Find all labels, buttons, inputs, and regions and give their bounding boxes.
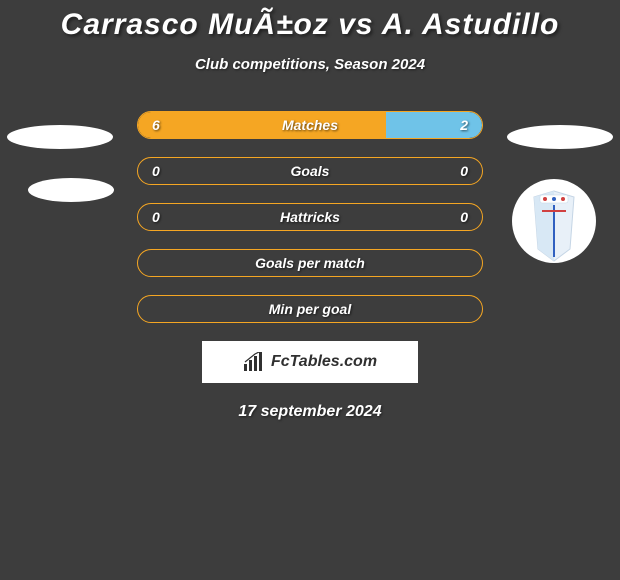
- stat-label: Goals per match: [138, 255, 482, 271]
- player-left-ellipse-2: [28, 178, 114, 202]
- stat-value-left: 0: [152, 209, 160, 225]
- player-left-ellipse-1: [7, 125, 113, 149]
- stat-row: Goals0 0: [137, 157, 483, 185]
- stat-label: Matches: [138, 117, 482, 133]
- brand-box: FcTables.com: [202, 341, 418, 383]
- player-right-ellipse-1: [507, 125, 613, 149]
- stat-label: Hattricks: [138, 209, 482, 225]
- stat-label: Goals: [138, 163, 482, 179]
- footer-date: 17 september 2024: [0, 403, 620, 421]
- stat-row: Goals per match: [137, 249, 483, 277]
- brand-chart-icon: [243, 352, 265, 372]
- stat-row: Hattricks0 0: [137, 203, 483, 231]
- stat-value-left: 0: [152, 163, 160, 179]
- stat-label: Min per goal: [138, 301, 482, 317]
- page-title: Carrasco MuÃ±oz vs A. Astudillo: [0, 8, 620, 42]
- comparison-infographic: Carrasco MuÃ±oz vs A. Astudillo Club com…: [0, 0, 620, 421]
- page-subtitle: Club competitions, Season 2024: [0, 56, 620, 73]
- brand-text: FcTables.com: [271, 353, 377, 371]
- shield-icon: [524, 185, 584, 263]
- stat-value-right: 2: [460, 117, 468, 133]
- club-logo-right: [512, 179, 596, 263]
- stat-value-right: 0: [460, 163, 468, 179]
- stat-value-left: 6: [152, 117, 160, 133]
- stat-value-right: 0: [460, 209, 468, 225]
- stat-row: Matches6 2: [137, 111, 483, 139]
- stat-row: Min per goal: [137, 295, 483, 323]
